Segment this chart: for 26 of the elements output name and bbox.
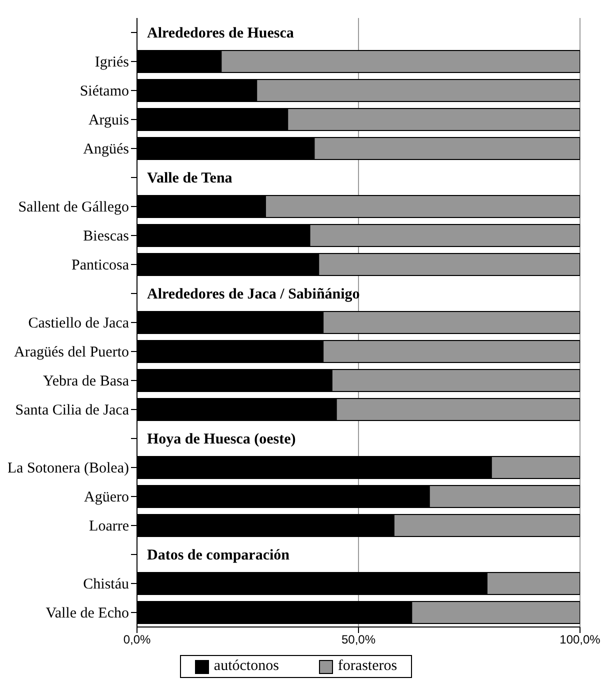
annotation: Alrededores de Jaca / Sabiñánigo bbox=[147, 286, 360, 302]
y-tick-label: Aragüés del Puerto bbox=[14, 344, 129, 360]
annotation: Alrededores de Huesca bbox=[147, 26, 294, 42]
annotation: Hoya de Huesca (oeste) bbox=[147, 432, 296, 448]
annotation: Valle de Tena bbox=[147, 170, 233, 186]
annotation: Datos de comparación bbox=[147, 548, 290, 564]
x-tick-label: 50,0% bbox=[341, 632, 376, 647]
y-tick-label: Sallent de Gállego bbox=[18, 200, 129, 216]
y-tick-label: La Sotonera (Bolea) bbox=[7, 460, 129, 476]
y-tick-label: Yebra de Basa bbox=[43, 374, 130, 390]
y-tick-label: Angüés bbox=[83, 142, 130, 158]
y-tick-label: Valle de Echo bbox=[46, 606, 129, 622]
y-tick-label: Siétamo bbox=[80, 84, 129, 100]
y-tick-label: Igriés bbox=[94, 54, 130, 70]
y-tick-label: Loarre bbox=[89, 518, 130, 534]
legend-label: forasteros bbox=[336, 658, 398, 675]
y-tick-label: Castiello de Jaca bbox=[28, 316, 130, 332]
y-tick-label: Agüero bbox=[84, 490, 129, 506]
y-tick-label: Arguis bbox=[88, 112, 130, 128]
y-tick-label: Biescas bbox=[83, 228, 130, 244]
y-tick-label: Santa Cilia de Jaca bbox=[15, 402, 130, 418]
y-tick-label: Chistáu bbox=[83, 576, 130, 592]
x-tick-label: 100,0% bbox=[560, 632, 601, 647]
x-tick-label: 0,0% bbox=[123, 632, 151, 647]
legend-label: autóctonos bbox=[212, 658, 279, 675]
y-tick-label: Panticosa bbox=[72, 258, 130, 274]
